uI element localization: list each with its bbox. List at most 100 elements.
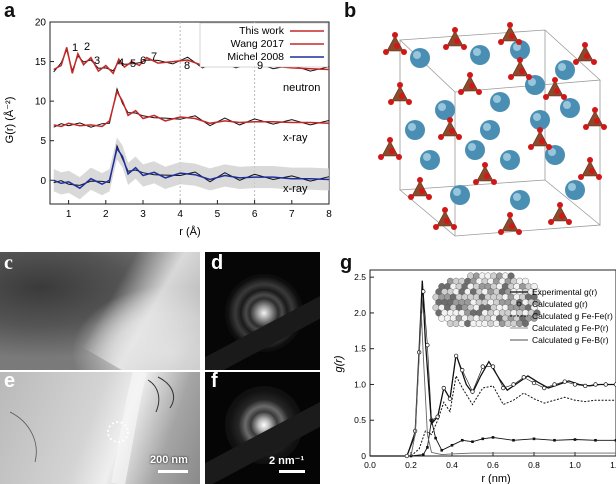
oxygen-atom bbox=[552, 77, 558, 83]
oxygen-atom bbox=[461, 44, 467, 50]
legend-item: Calculated g Fe-P(r) bbox=[532, 323, 609, 333]
atom-highlight bbox=[533, 113, 541, 121]
peak-label: 8 bbox=[184, 60, 190, 72]
oxygen-atom bbox=[456, 134, 462, 140]
oxygen-atom bbox=[406, 99, 412, 105]
legend: Experimental g(r) Calculated g(r) Calcul… bbox=[510, 287, 613, 345]
data-point bbox=[583, 383, 588, 389]
panel-label-d: d bbox=[211, 252, 224, 274]
atom-highlight bbox=[568, 183, 576, 191]
oxygen-atom bbox=[438, 134, 444, 140]
atom-highlight bbox=[413, 51, 421, 59]
oxygen-atom bbox=[408, 194, 414, 200]
oxygen-atom bbox=[426, 194, 432, 200]
tetrahedron bbox=[511, 60, 529, 77]
atom-highlight bbox=[528, 78, 536, 86]
panel-label-c: c bbox=[4, 252, 13, 274]
oxygen-atom bbox=[417, 177, 423, 183]
data-point bbox=[421, 289, 426, 294]
data-point bbox=[603, 382, 608, 387]
tetrahedron bbox=[581, 160, 599, 177]
cation-atom bbox=[405, 120, 425, 140]
atom-highlight bbox=[423, 153, 431, 161]
y-tick-label: 5 bbox=[40, 136, 46, 147]
data-point bbox=[614, 438, 616, 442]
scale-bar-label: 2 nm⁻¹ bbox=[269, 455, 305, 467]
data-point bbox=[470, 389, 475, 394]
y-tick-label: 15 bbox=[35, 57, 47, 68]
data-point bbox=[480, 364, 485, 369]
peak-label: 6 bbox=[140, 55, 146, 67]
panel-b-structure-image bbox=[378, 22, 607, 237]
oxygen-atom bbox=[517, 57, 523, 63]
series-line bbox=[410, 312, 616, 457]
legend-item: Calculated g Fe-Fe(r) bbox=[532, 311, 613, 321]
data-point bbox=[434, 436, 437, 440]
tetrahedron bbox=[461, 75, 479, 92]
atom-highlight bbox=[408, 123, 416, 131]
uncertainty-band bbox=[53, 137, 329, 200]
x-tick-label: 0.2 bbox=[405, 460, 417, 470]
legend-swatch bbox=[516, 301, 522, 307]
oxygen-atom bbox=[452, 27, 458, 33]
oxygen-atom bbox=[484, 173, 490, 179]
data-point bbox=[453, 353, 459, 358]
tetrahedron bbox=[386, 35, 404, 52]
data-point bbox=[521, 375, 526, 380]
oxygen-atom bbox=[397, 82, 403, 88]
oxygen-atom bbox=[383, 49, 389, 55]
tetrahedron bbox=[441, 120, 459, 137]
oxygen-atom bbox=[526, 74, 532, 80]
x-tick-label: 0.6 bbox=[487, 460, 499, 470]
oxygen-atom bbox=[473, 179, 479, 185]
panel-e-tem-image: 200 nm e bbox=[0, 372, 200, 484]
plot-frame bbox=[49, 21, 330, 205]
peak-label: 3 bbox=[94, 55, 100, 67]
oxygen-atom bbox=[537, 127, 543, 133]
cation-atom bbox=[420, 150, 440, 170]
atom-highlight bbox=[493, 95, 501, 103]
curve-label-xray: x-ray bbox=[283, 132, 308, 144]
atom-highlight bbox=[563, 101, 571, 109]
peak-label: 2 bbox=[84, 41, 90, 53]
legend-item: Experimental g(r) bbox=[532, 287, 597, 297]
data-point bbox=[404, 453, 410, 459]
panel-label-f: f bbox=[211, 372, 218, 392]
oxygen-atom bbox=[507, 212, 513, 218]
x-tick-label: 6 bbox=[252, 209, 258, 220]
oxygen-atom bbox=[566, 219, 572, 225]
oxygen-atom bbox=[594, 118, 600, 124]
panel-label-e: e bbox=[4, 372, 16, 392]
legend: This work Wang 2017 Michel 2008 bbox=[199, 22, 329, 68]
data-point bbox=[542, 385, 547, 391]
peak-labels: 1 2 3 4 5 6 7 8 9 bbox=[72, 41, 263, 72]
x-tick-label: 5 bbox=[215, 209, 221, 220]
x-tick-label: 1.2 bbox=[610, 460, 616, 470]
panel-label-g: g bbox=[340, 252, 353, 274]
data-point bbox=[531, 380, 537, 386]
tetrahedron bbox=[551, 205, 569, 222]
x-tick-label: 7 bbox=[289, 209, 295, 220]
atom-highlight bbox=[483, 123, 491, 131]
oxygen-atom bbox=[573, 59, 579, 65]
data-point bbox=[511, 382, 516, 387]
curve-label-neutron: neutron bbox=[283, 82, 320, 94]
y-tick-label: 1.0 bbox=[354, 379, 366, 389]
oxygen-atom bbox=[378, 154, 384, 160]
cation-atom bbox=[555, 60, 575, 80]
oxygen-atom bbox=[587, 157, 593, 163]
peak-label: 1 bbox=[72, 42, 78, 54]
tetrahedron bbox=[476, 165, 494, 182]
axis-ticks: 0.0 0.2 0.4 0.6 0.8 1.0 1.2 0 0.5 1.0 1.5 2.0 2.5 bbox=[354, 272, 616, 470]
data-point bbox=[441, 385, 446, 391]
cation-atom bbox=[470, 45, 490, 65]
cation-atom bbox=[490, 92, 510, 112]
oxygen-atom bbox=[433, 224, 439, 230]
oxygen-atom bbox=[396, 154, 402, 160]
oxygen-atom bbox=[449, 128, 455, 134]
oxygen-atom bbox=[447, 117, 453, 123]
series-line bbox=[53, 146, 330, 190]
atom-highlight bbox=[558, 63, 566, 71]
data-point bbox=[552, 382, 557, 387]
